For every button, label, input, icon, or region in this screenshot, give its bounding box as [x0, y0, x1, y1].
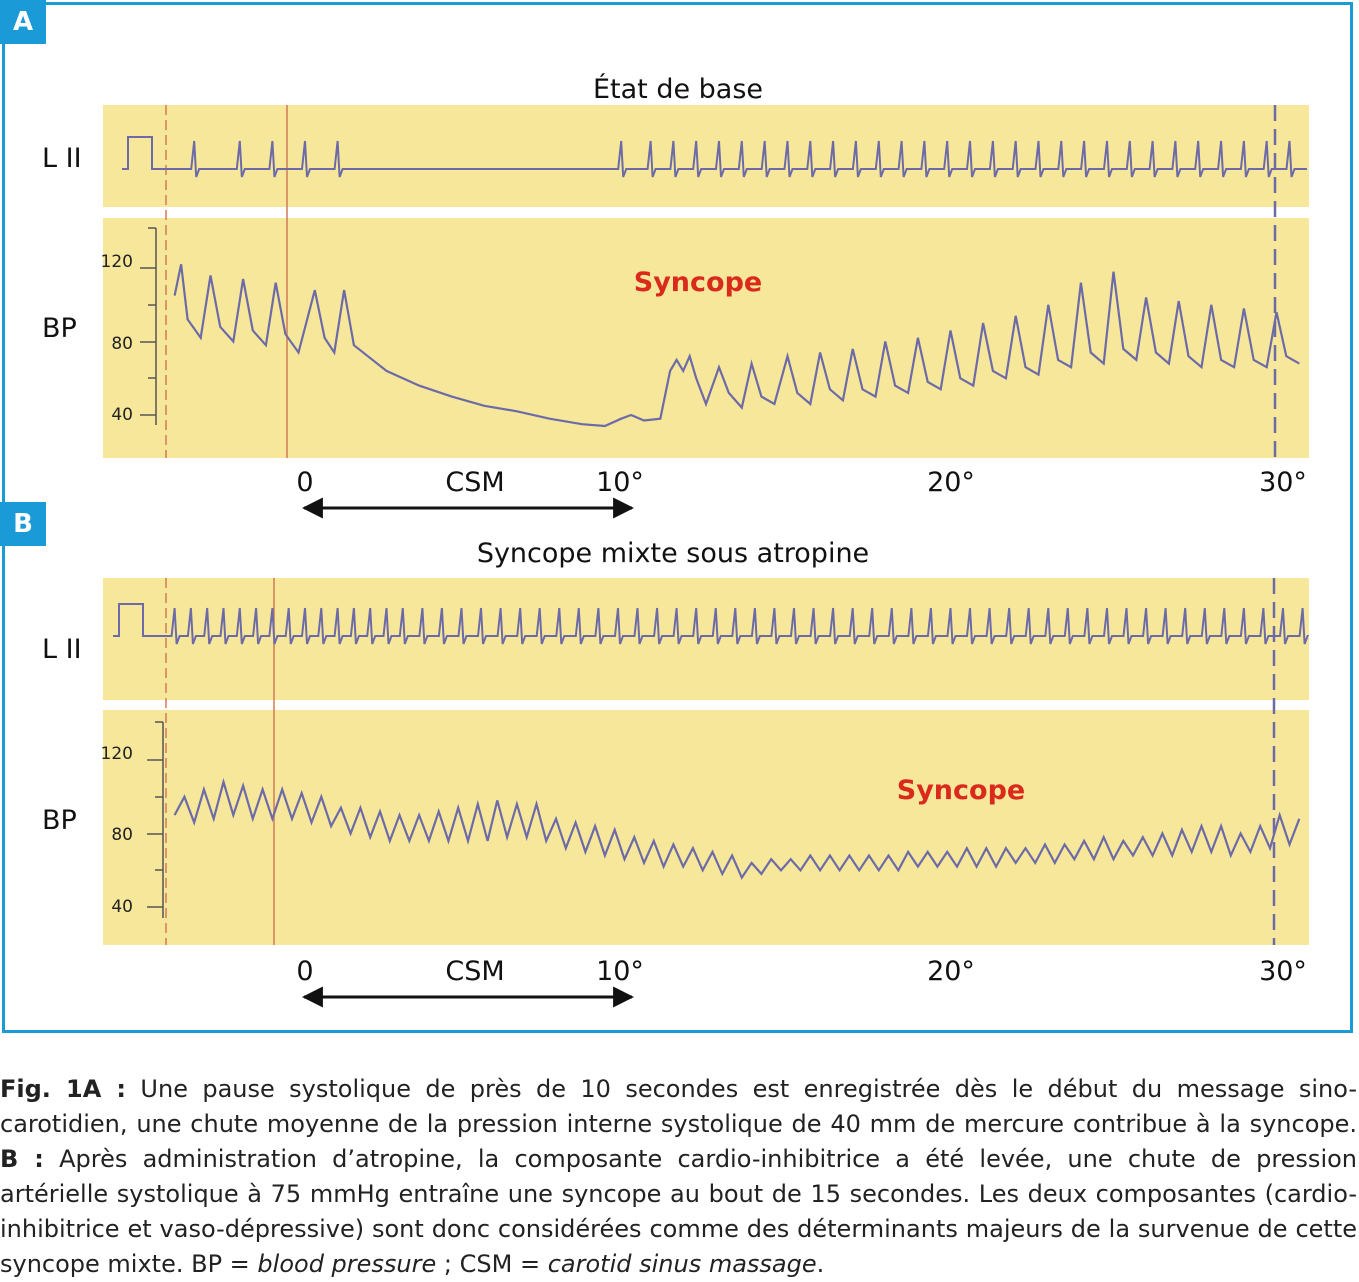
panel-a: État de base L II BP 120 80 40 Syncope 0…: [42, 73, 1309, 519]
panel-b: Syncope mixte sous atropine L II BP 120 …: [42, 538, 1310, 1008]
caption-end: .: [816, 1250, 825, 1278]
panel-b-bp-tick-120: 120: [101, 744, 133, 764]
panel-a-bp-tick-120: 120: [101, 252, 133, 272]
panel-a-bp-tick-80: 80: [111, 334, 133, 354]
panel-a-title: État de base: [593, 73, 763, 105]
panel-b-title: Syncope mixte sous atropine: [477, 538, 869, 569]
panel-b-ecg-label: L II: [42, 634, 82, 665]
panel-b-bp-trace: [173, 777, 1301, 880]
caption-a-label: Fig. 1A :: [0, 1075, 127, 1103]
panel-a-csm-label: CSM: [445, 467, 504, 498]
caption-csm-term: carotid sinus massage: [547, 1250, 817, 1278]
panel-a-bp-tick-40: 40: [111, 405, 133, 425]
panel-b-bp-tick-80: 80: [111, 825, 133, 845]
syncope-recording-chart: État de base L II BP 120 80 40 Syncope 0…: [42, 73, 1310, 1008]
caption-b-text: Après administration d’atropine, la comp…: [0, 1145, 1358, 1278]
panel-b-x-tick-20: 20°: [927, 956, 975, 987]
panel-b-syncope-label: Syncope: [897, 775, 1025, 806]
panel-a-x-tick-20: 20°: [927, 467, 975, 498]
panel-a-bp-label: BP: [42, 313, 77, 344]
panel-a-x-tick-30: 30°: [1259, 467, 1307, 498]
panel-b-bp-axis: 120 80 40: [101, 721, 164, 918]
figure-caption: Fig. 1A : Une pause systolique de près d…: [0, 1072, 1357, 1282]
panel-b-csm-label: CSM: [445, 956, 504, 987]
panel-b-bp-strip: [103, 710, 1309, 945]
panel-b-bp-label: BP: [42, 805, 77, 836]
caption-separator: ; CSM =: [436, 1250, 548, 1278]
panel-b-x-tick-10: 10°: [596, 956, 644, 987]
panel-a-x-tick-10: 10°: [596, 467, 644, 498]
panel-b-x-tick-0: 0: [296, 956, 313, 987]
panel-b-x-tick-30: 30°: [1259, 956, 1307, 987]
panel-a-bp-trace: [173, 264, 1300, 428]
panel-a-x-tick-0: 0: [296, 467, 313, 498]
panel-a-bp-strip: [103, 218, 1309, 458]
panel-a-bp-axis: 120 80 40: [101, 227, 157, 425]
caption-b-label: B :: [0, 1145, 44, 1173]
panel-a-ecg-label: L II: [42, 143, 82, 174]
panel-a-syncope-label: Syncope: [634, 267, 762, 298]
caption-bp-term: blood pressure: [257, 1250, 437, 1278]
panel-a-ecg-trace: [122, 136, 1307, 178]
panel-b-ecg-trace: [113, 603, 1310, 645]
panel-b-badge: B: [0, 502, 46, 546]
caption-a-text: Une pause systolique de près de 10 secon…: [0, 1075, 1358, 1138]
panel-b-bp-tick-40: 40: [111, 897, 133, 917]
panel-a-badge: A: [0, 0, 46, 44]
